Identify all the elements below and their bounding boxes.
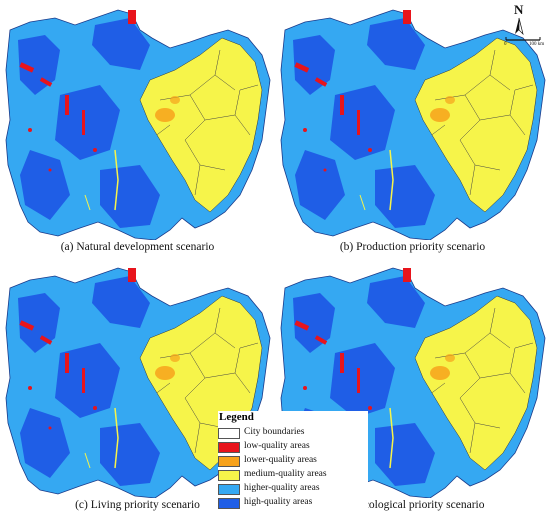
north-arrow: N 0 100 km	[496, 2, 550, 54]
legend-item-higher: higher-quality areas	[218, 482, 368, 495]
legend-label-city: City boundaries	[244, 427, 305, 437]
legend-item-high: high-quality areas	[218, 496, 368, 509]
scenario-map-a	[0, 0, 275, 240]
legend-swatch-high	[218, 498, 240, 509]
legend-label-medium: medium-quality areas	[244, 469, 327, 479]
caption-c: (c) Living priority scenario	[75, 499, 200, 511]
scale-start: 0	[504, 42, 507, 47]
legend-item-city-boundaries: City boundaries	[218, 426, 368, 439]
scale-end: 100 km	[529, 42, 545, 47]
map-panel-a: (a) Natural development scenario	[0, 0, 275, 258]
legend-title: Legend	[219, 411, 254, 423]
legend-swatch-city	[218, 428, 240, 439]
map-panel-b: (b) Production priority scenario	[275, 0, 550, 258]
caption-b: (b) Production priority scenario	[339, 241, 486, 253]
map-panel-d: (d) Ecological priority scenario	[275, 258, 550, 516]
caption-d: (d) Ecological priority scenario	[340, 499, 485, 511]
legend: Legend City boundaries low-quality areas…	[218, 411, 368, 515]
legend-swatch-low	[218, 442, 240, 453]
north-letter: N	[514, 2, 524, 17]
legend-swatch-medium	[218, 470, 240, 481]
legend-label-low: low-quality areas	[244, 441, 310, 451]
map-panel-c: (c) Living priority scenario	[0, 258, 275, 516]
legend-item-low: low-quality areas	[218, 440, 368, 453]
legend-label-lower: lower-quality areas	[244, 455, 317, 465]
legend-label-high: high-quality areas	[244, 497, 313, 507]
north-arrow-icon	[505, 17, 541, 41]
legend-swatch-lower	[218, 456, 240, 467]
caption-a: (a) Natural development scenario	[60, 241, 215, 253]
legend-item-lower: lower-quality areas	[218, 454, 368, 467]
legend-label-higher: higher-quality areas	[244, 483, 320, 493]
legend-item-medium: medium-quality areas	[218, 468, 368, 481]
legend-swatch-higher	[218, 484, 240, 495]
